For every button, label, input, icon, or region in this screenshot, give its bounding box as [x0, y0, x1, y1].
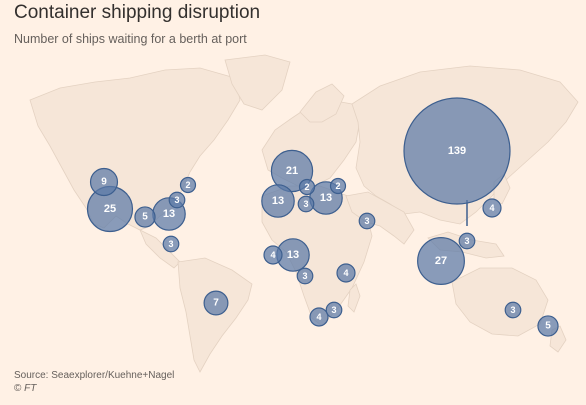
central-america-landmass: [139, 229, 181, 269]
port-bubble-circle: [168, 191, 186, 209]
port-bubble: 2: [179, 176, 197, 194]
port-bubble-label: 13: [287, 249, 299, 261]
port-bubble-label: 4: [489, 203, 494, 213]
port-bubble: 3: [168, 191, 186, 209]
port-bubble: 7: [203, 290, 229, 316]
port-bubble: 2: [298, 178, 316, 196]
port-bubble-label: 4: [270, 250, 275, 260]
port-bubble: 4: [482, 198, 502, 218]
port-bubble-label: 13: [163, 208, 175, 220]
port-bubble-circle: [296, 267, 314, 285]
port-bubble-label: 4: [316, 312, 321, 322]
port-bubble-circle: [263, 245, 283, 265]
port-bubble-circle: [403, 97, 511, 205]
port-bubble-label: 5: [545, 321, 551, 332]
port-bubble: 25: [86, 185, 134, 233]
port-bubble-label: 3: [168, 239, 173, 249]
port-bubble-label: 2: [185, 180, 190, 190]
credit-note: © FT: [14, 383, 36, 395]
port-bubble-label: 13: [320, 192, 332, 204]
scandinavia-landmass: [299, 83, 345, 123]
port-bubble: 4: [309, 307, 329, 327]
north-america-landmass: [29, 67, 241, 231]
copyright-symbol: ©: [14, 383, 22, 394]
madagascar-landmass: [347, 283, 361, 313]
chart-title: Container shipping disruption: [14, 2, 261, 23]
port-bubble: 4: [263, 245, 283, 265]
port-bubble: 3: [325, 301, 343, 319]
port-bubble-circle: [134, 206, 156, 228]
port-bubble-circle: [504, 301, 522, 319]
port-bubble-label: 3: [302, 271, 307, 281]
port-bubble-label: 3: [303, 199, 308, 209]
port-bubble-label: 2: [304, 182, 309, 192]
port-bubble-label: 27: [435, 255, 447, 267]
port-bubble-circle: [89, 167, 119, 197]
port-bubble-circle: [298, 178, 316, 196]
port-bubble-circle: [336, 263, 356, 283]
port-bubble: 3: [458, 232, 476, 250]
port-bubble: 5: [134, 206, 156, 228]
port-bubble-label: 13: [272, 195, 284, 207]
port-bubble-circle: [358, 212, 376, 230]
port-bubble-circle: [309, 307, 329, 327]
port-bubble: 3: [162, 235, 180, 253]
port-bubble-label: 25: [104, 203, 116, 215]
port-bubble: 9: [89, 167, 119, 197]
port-bubble-label: 3: [364, 216, 369, 226]
port-bubble: 3: [504, 301, 522, 319]
port-bubble-circle: [325, 301, 343, 319]
port-bubble-label: 3: [174, 195, 179, 205]
port-bubble-label: 7: [213, 298, 219, 309]
port-bubble-label: 3: [510, 305, 515, 315]
port-bubble-label: 3: [464, 236, 469, 246]
port-bubble: 3: [358, 212, 376, 230]
port-bubble: 139: [403, 97, 511, 205]
port-bubble-label: 5: [142, 212, 148, 223]
australia-landmass: [451, 267, 549, 337]
port-bubble-circle: [203, 290, 229, 316]
greenland-landmass: [224, 54, 291, 111]
port-bubble: 27: [417, 237, 465, 285]
port-bubble: 3: [297, 195, 315, 213]
port-bubble-label: 3: [331, 305, 336, 315]
credit-name: FT: [24, 383, 37, 394]
port-bubble-label: 9: [101, 177, 107, 188]
port-bubble-circle: [458, 232, 476, 250]
port-bubble: 3: [296, 267, 314, 285]
port-bubble-circle: [329, 177, 347, 195]
port-bubble: 2: [329, 177, 347, 195]
port-bubble: 5: [537, 315, 559, 337]
port-bubble-circle: [297, 195, 315, 213]
port-bubble: 13: [276, 238, 310, 272]
source-note: Source: Seaexplorer/Kuehne+Nagel: [14, 370, 175, 381]
port-bubble: 13: [261, 184, 295, 218]
port-bubble-label: 139: [448, 145, 466, 157]
port-bubble-circle: [537, 315, 559, 337]
port-bubble-circle: [261, 184, 295, 218]
port-bubble-label: 2: [335, 181, 340, 191]
port-bubble-circle: [417, 237, 465, 285]
port-bubble-label: 21: [286, 165, 298, 177]
port-bubble-circle: [482, 198, 502, 218]
port-bubble: 4: [336, 263, 356, 283]
port-bubble-circle: [179, 176, 197, 194]
port-bubble-label: 4: [343, 268, 348, 278]
chart-subtitle: Number of ships waiting for a berth at p…: [14, 32, 247, 46]
port-bubble-circle: [162, 235, 180, 253]
